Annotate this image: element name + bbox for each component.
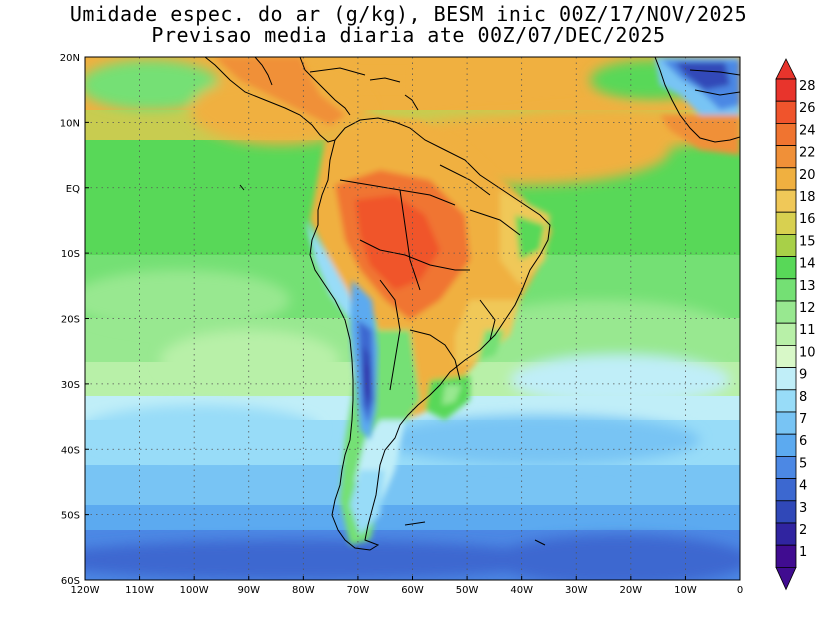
colorbar-swatch (775, 544, 797, 568)
colorbar-swatch (775, 189, 797, 213)
colorbar-label: 2 (799, 523, 807, 538)
colorbar-label: 24 (799, 123, 816, 138)
lat-tick-label: 30S (61, 380, 80, 391)
lat-tick-label: 10S (61, 249, 80, 260)
colorbar-label: 15 (799, 234, 816, 249)
lat-tick-label: 60S (61, 576, 80, 587)
colorbar-swatch (775, 211, 797, 235)
chart-subtitle: Previsao media diaria ate 00Z/07/DEC/202… (151, 23, 666, 47)
lon-tick-label: 110W (125, 585, 154, 596)
colorbar-swatch (775, 278, 797, 302)
lat-tick-label: EQ (66, 184, 80, 195)
lat-tick-label: 40S (61, 445, 80, 456)
lat-tick-label: 20N (60, 53, 80, 64)
colorbar-label: 11 (799, 323, 816, 338)
lon-tick-label: 90W (237, 585, 260, 596)
colorbar-label: 12 (799, 301, 816, 316)
lat-tick-label: 10N (60, 118, 80, 129)
colorbar-swatch (775, 522, 797, 546)
lon-tick-label: 40W (510, 585, 533, 596)
colorbar-swatch (775, 433, 797, 457)
colorbar-bottom-arrow (775, 567, 797, 591)
colorbar-label: 22 (799, 146, 816, 161)
colorbar-swatch (775, 411, 797, 435)
map-grid (85, 57, 740, 580)
colorbar-swatch (775, 322, 797, 346)
lon-tick-label: 120W (71, 585, 100, 596)
colorbar-top-arrow (775, 58, 797, 80)
colorbar-label: 28 (799, 79, 816, 94)
colorbar-swatch (775, 78, 797, 102)
colorbar-swatch (775, 233, 797, 257)
lon-tick-label: 20W (620, 585, 643, 596)
colorbar-swatch (775, 167, 797, 191)
colorbar: 28 26 24 22 20 18 16 15 14 13 12 11 10 9 8 7 6 5 4 3 2 1 (775, 58, 816, 591)
colorbar-label: 6 (799, 434, 807, 449)
colorbar-swatch (775, 100, 797, 124)
colorbar-label: 16 (799, 212, 816, 227)
colorbar-swatch (775, 389, 797, 413)
lon-tick-label: 80W (292, 585, 315, 596)
lon-tick-label: 0 (737, 585, 743, 596)
lon-tick-label: 70W (347, 585, 370, 596)
colorbar-swatch (775, 123, 797, 147)
colorbar-swatch (775, 256, 797, 280)
colorbar-label: 9 (799, 368, 807, 383)
colorbar-swatch (775, 145, 797, 169)
colorbar-label: 7 (799, 412, 807, 427)
lon-tick-label: 100W (180, 585, 209, 596)
colorbar-label: 26 (799, 101, 816, 116)
colorbar-label: 13 (799, 279, 816, 294)
lat-tick-label: 20S (61, 315, 80, 326)
colorbar-label: 4 (799, 479, 807, 494)
colorbar-label: 8 (799, 390, 807, 405)
colorbar-swatch (775, 455, 797, 479)
colorbar-swatch (775, 500, 797, 524)
lon-tick-label: 10W (674, 585, 697, 596)
colorbar-label: 3 (799, 501, 807, 516)
colorbar-swatch (775, 478, 797, 502)
colorbar-label: 20 (799, 168, 816, 183)
colorbar-label: 18 (799, 190, 816, 205)
colorbar-swatch (775, 344, 797, 368)
colorbar-label: 1 (799, 545, 807, 560)
lon-tick-label: 30W (565, 585, 588, 596)
colorbar-swatch (775, 300, 797, 324)
lon-tick-label: 60W (401, 585, 424, 596)
colorbar-label: 5 (799, 456, 807, 471)
coastlines (204, 57, 740, 551)
lat-tick-label: 50S (61, 511, 80, 522)
chart-title: Umidade espec. do ar (g/kg), BESM inic 0… (69, 2, 748, 26)
colorbar-swatch (775, 367, 797, 391)
axis-ticks: 120W 110W 100W 90W 80W 70W 60W 50W 40W 30W 20W 10W 0… (60, 53, 743, 596)
humidity-field (85, 57, 740, 580)
colorbar-label: 10 (799, 345, 816, 360)
colorbar-label: 14 (799, 257, 816, 272)
lon-tick-label: 50W (456, 585, 479, 596)
